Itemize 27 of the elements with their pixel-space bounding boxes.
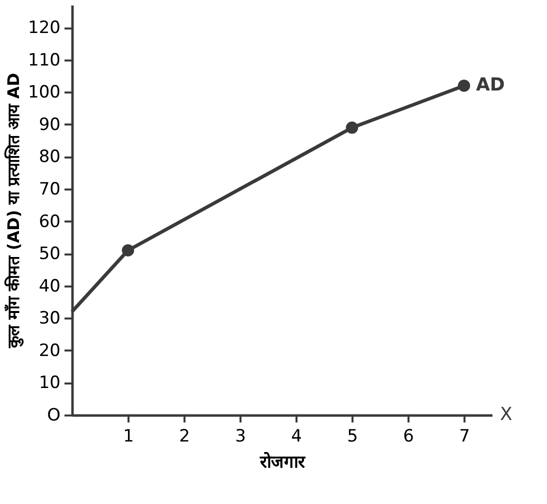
x-tick-label: 3 bbox=[235, 426, 246, 446]
y-tick-label: 110 bbox=[28, 50, 60, 70]
y-axis-title: कुल माँग कीमत (AD) या प्रत्याशित आय AD bbox=[4, 73, 24, 349]
y-tick-label: 60 bbox=[38, 212, 60, 232]
y-tick-label: 80 bbox=[38, 147, 60, 168]
y-tick-label: 30 bbox=[38, 308, 60, 329]
annotation: AD bbox=[476, 74, 505, 96]
y-tick-label: 100 bbox=[28, 82, 60, 103]
y-tick-label: O bbox=[47, 406, 60, 426]
x-axis-title: रोजगार bbox=[259, 452, 306, 472]
point bbox=[458, 80, 470, 92]
y-tick-label: 90 bbox=[38, 114, 60, 135]
y-tick-label: 120 bbox=[28, 18, 60, 38]
y-tick-label: 70 bbox=[38, 180, 60, 200]
y-tick-label: 40 bbox=[38, 276, 60, 296]
text: X bbox=[500, 404, 512, 425]
y-tick-label: 10 bbox=[38, 373, 60, 394]
x-tick-label: 4 bbox=[291, 426, 302, 446]
x-tick-label: 7 bbox=[459, 426, 470, 446]
point bbox=[122, 244, 134, 256]
x-tick-label: 1 bbox=[123, 426, 134, 446]
x-tick-label: 6 bbox=[403, 426, 414, 446]
x-tick-label: 5 bbox=[347, 426, 358, 446]
y-tick-label: 20 bbox=[38, 340, 60, 361]
x-tick-label: 2 bbox=[179, 426, 190, 446]
y-tick-label: 50 bbox=[38, 244, 60, 264]
point bbox=[346, 122, 358, 134]
